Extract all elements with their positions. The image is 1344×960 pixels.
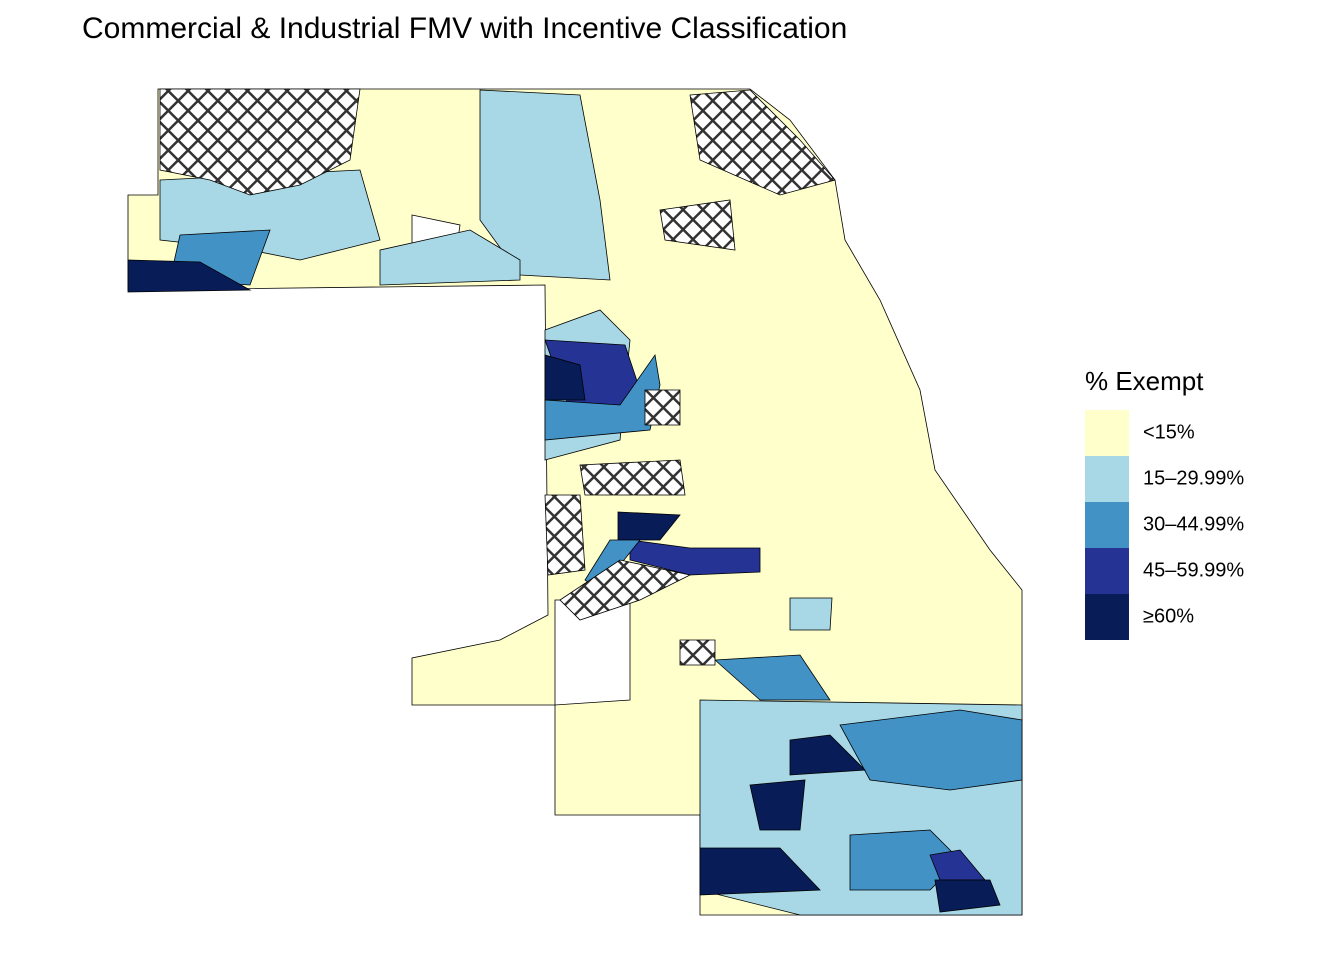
region [699,847,821,896]
region [629,539,761,576]
region [544,353,661,441]
region [934,879,1001,913]
incentive-area [659,199,736,251]
region [789,597,833,631]
incentive-area [679,639,716,666]
legend-label: <15% [1143,421,1195,443]
region [544,354,586,401]
legend-swatch [1085,456,1129,502]
legend-label: 30–44.99% [1143,513,1244,535]
incentive-area [644,389,681,426]
legend: % Exempt <15% 15–29.99% 30–44.99% 45–59.99%… [1085,366,1244,640]
incentive-area [579,459,686,496]
legend-label: ≥60% [1143,605,1194,627]
incentive-area [689,89,836,196]
incentive-area [159,88,361,196]
region [714,654,831,701]
region [617,511,681,541]
incentive-area [544,494,586,576]
map [127,88,1023,916]
region [379,229,521,286]
chart-title: Commercial & Industrial FMV with Incenti… [82,12,847,45]
legend-swatch [1085,594,1129,640]
legend-title: % Exempt [1085,366,1204,396]
legend-swatch [1085,410,1129,456]
region [789,734,866,776]
incentive-area [559,559,692,621]
legend-label: 45–59.99% [1143,559,1244,581]
region [749,779,806,831]
legend-label: 15–29.99% [1143,467,1244,489]
region [839,709,1023,791]
legend-swatch [1085,548,1129,594]
legend-swatch [1085,502,1129,548]
region [479,89,611,281]
region [127,259,252,293]
